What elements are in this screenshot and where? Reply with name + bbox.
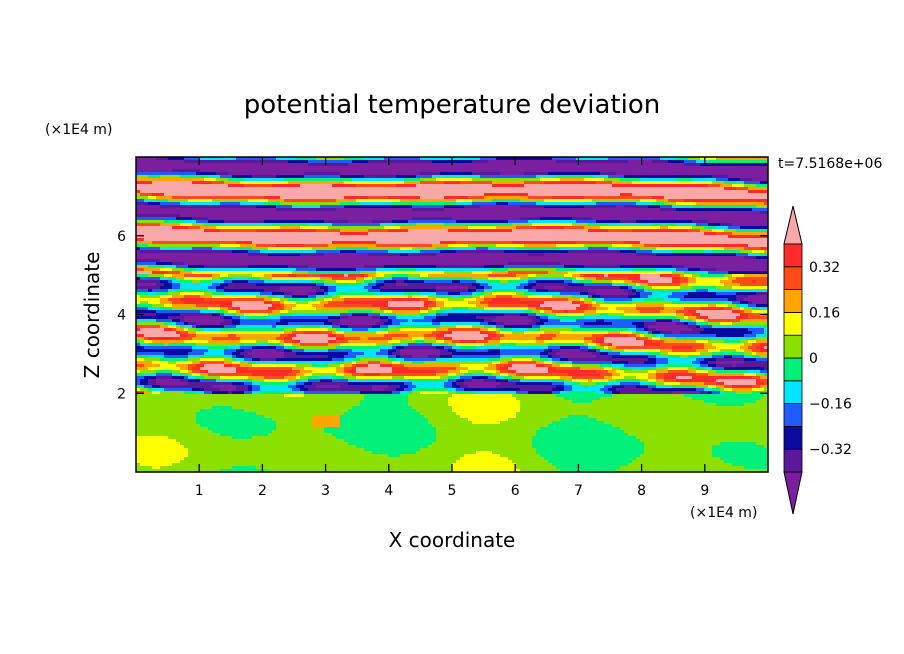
colorbar-segment <box>783 403 803 427</box>
y-tick-label: 6 <box>117 229 126 245</box>
y-tick-label: 4 <box>117 308 126 324</box>
x-tick-label: 4 <box>384 483 393 499</box>
colorbar-tick-label: 0 <box>809 351 818 367</box>
colorbar-segment <box>783 289 803 313</box>
x-tick-label: 9 <box>700 483 709 499</box>
x-tick-label: 7 <box>574 483 583 499</box>
x-tick-label: 6 <box>511 483 520 499</box>
contour-field <box>136 157 768 472</box>
colorbar-tick-label: 0.32 <box>809 260 840 276</box>
y-axis-label: Z coordinate <box>80 252 104 379</box>
x-tick-label: 3 <box>321 483 330 499</box>
colorbar-tick-label: 0.16 <box>809 305 840 321</box>
chart-title: potential temperature deviation <box>244 90 660 120</box>
y-axis: 2 4 6 <box>117 229 768 402</box>
x-axis: 1 2 3 4 5 6 7 8 9 <box>195 157 709 499</box>
colorbar-segment <box>783 334 803 359</box>
x-tick-label: 1 <box>195 483 204 499</box>
colorbar-extend-max <box>783 205 803 245</box>
colorbar-segment <box>783 357 803 382</box>
colorbar-segment <box>783 425 803 450</box>
x-tick-label: 5 <box>448 483 457 499</box>
colorbar-segment <box>783 380 803 404</box>
colorbar-tick-label: −0.32 <box>809 442 852 458</box>
colorbar-segment <box>783 311 803 336</box>
colorbar-segment <box>783 266 803 290</box>
colorbar-segment <box>783 243 803 268</box>
x-axis-label: X coordinate <box>389 528 516 552</box>
x-tick-label: 2 <box>258 483 267 499</box>
x-unit-label: (×1E4 m) <box>690 505 757 521</box>
colorbar-segment <box>783 448 803 473</box>
colorbar-tick-label: −0.16 <box>809 397 852 413</box>
x-tick-label: 8 <box>637 483 646 499</box>
y-tick-label: 2 <box>117 386 126 402</box>
colorbar-extend-min <box>783 471 803 515</box>
y-unit-label: (×1E4 m) <box>45 122 112 138</box>
time-label: t=7.5168e+06 <box>778 156 882 172</box>
colorbar: 0.32 0.16 0 −0.16 −0.32 <box>783 205 852 515</box>
